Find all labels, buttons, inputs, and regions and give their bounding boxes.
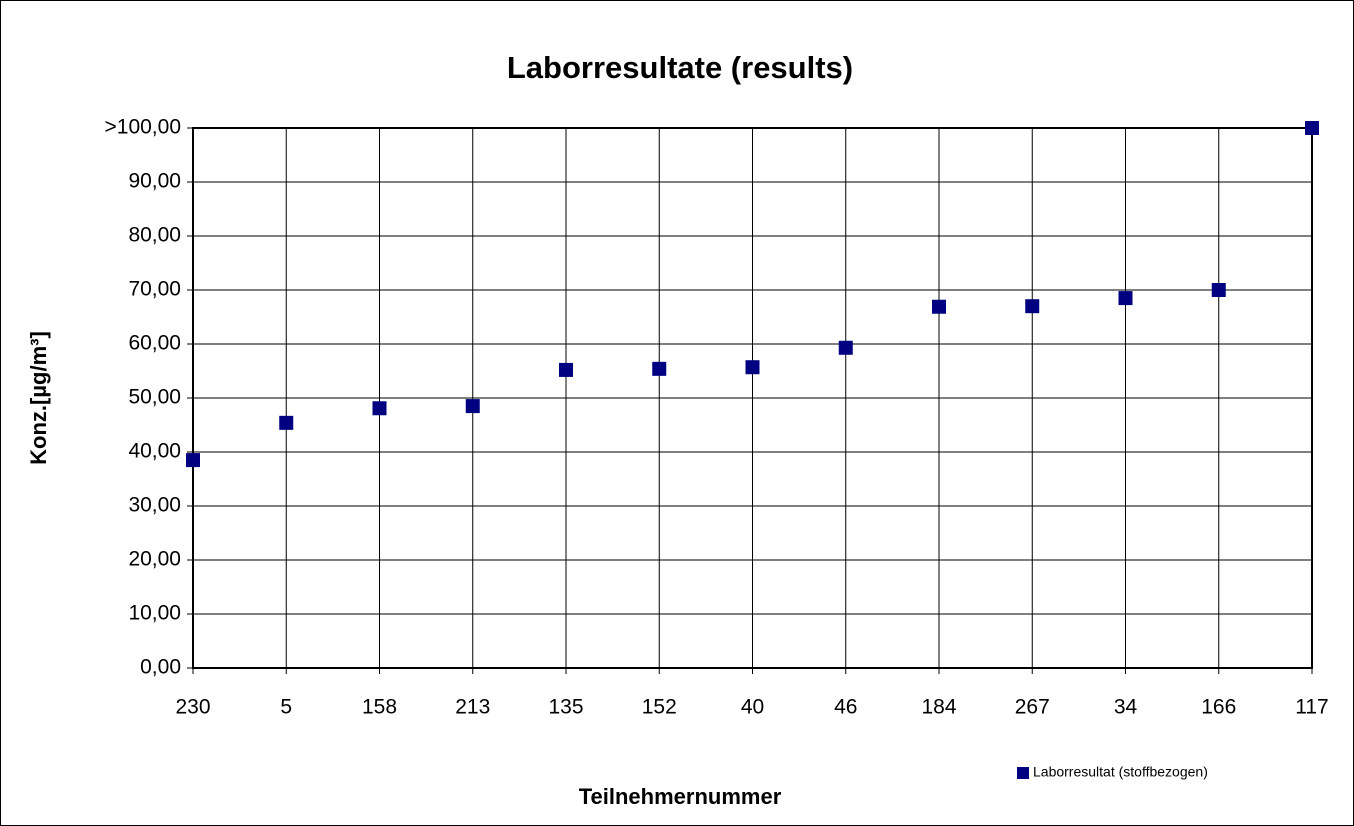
x-tick-label: 46 [834, 696, 857, 719]
legend-label: Laborresultat (stoffbezogen) [1033, 764, 1208, 780]
legend-swatch [1017, 767, 1029, 779]
y-tick-label: 0,00 [140, 656, 181, 679]
marker [652, 361, 667, 376]
marker [465, 399, 480, 414]
marker [1025, 299, 1040, 314]
y-tick-label: 50,00 [128, 386, 181, 409]
y-tick-label: 90,00 [128, 170, 181, 193]
marker [932, 299, 946, 314]
chart-title: Laborresultate (results) [507, 50, 853, 85]
y-tick-label: 20,00 [128, 548, 181, 571]
y-tick-label: 70,00 [128, 278, 181, 301]
marker [372, 401, 387, 416]
x-axis-title: Teilnehmernummer [579, 784, 782, 809]
x-tick-label: 40 [741, 696, 764, 719]
x-tick-label: 230 [175, 696, 210, 719]
y-tick-label: 30,00 [128, 494, 181, 517]
x-tick-label: 117 [1295, 696, 1328, 719]
marker [1305, 121, 1319, 135]
marker [1211, 283, 1226, 297]
x-tick-label: 34 [1114, 696, 1138, 719]
marker [1118, 291, 1133, 306]
x-tick-label: 184 [921, 696, 956, 719]
y-tick-label: >100,00 [105, 116, 182, 139]
plot-frame [192, 127, 1313, 669]
x-tick-label: 158 [362, 696, 397, 719]
marker [745, 360, 760, 375]
y-axis-title: Konz.[µg/m³] [26, 331, 51, 465]
y-tick-label: 10,00 [128, 602, 181, 625]
marker [279, 415, 294, 430]
marker [186, 453, 200, 468]
marker [838, 340, 853, 355]
x-tick-label: 213 [455, 696, 490, 719]
y-tick-label: 60,00 [128, 332, 181, 355]
x-tick-label: 152 [642, 696, 677, 719]
x-tick-label: 135 [548, 696, 583, 719]
marker [559, 362, 573, 377]
x-tick-label: 5 [280, 696, 292, 719]
y-tick-label: 80,00 [128, 224, 181, 247]
x-tick-label: 267 [1015, 696, 1050, 719]
y-tick-label: 40,00 [128, 440, 181, 463]
x-tick-label: 166 [1201, 696, 1236, 719]
